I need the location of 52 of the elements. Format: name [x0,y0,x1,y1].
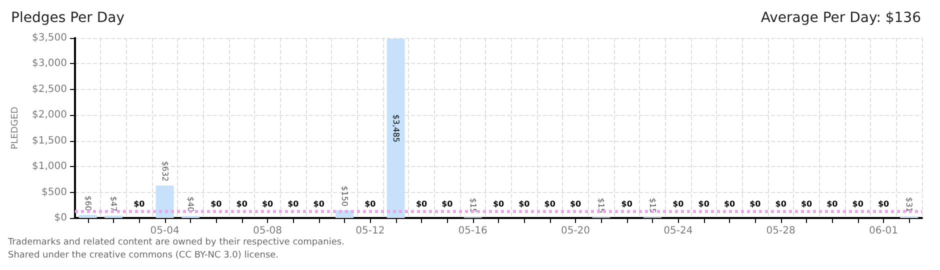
data-label: $0 [364,200,376,208]
data-label: $0 [134,200,146,208]
bar [386,38,405,218]
x-tick-label: 05-16 [458,226,488,236]
y-tick-label: $0 [54,212,67,224]
text: Trademarks and related content are owned by their respective companies. [7,238,344,248]
x-tick-label: 05-08 [252,226,282,236]
data-label: $0 [210,200,222,208]
data-label: $0 [262,200,274,208]
data-label: $0 [288,200,300,208]
data-label: $0 [416,200,428,208]
data-label: $60 [83,196,92,211]
data-label: $0 [826,200,838,208]
chart-title: Pledges Per Day [11,10,124,26]
data-label: $0 [724,200,736,208]
data-label: $0 [492,200,504,208]
x-tick-label: 06-01 [868,226,898,236]
data-label: $0 [878,200,890,208]
data-label: $0 [570,200,582,208]
data-label: $150 [340,186,349,206]
x-tick-label: 05-28 [766,226,796,236]
y-tick-label: $3,500 [32,32,67,44]
data-label: $47 [109,196,118,212]
data-label: $0 [621,200,633,208]
bar [78,214,97,218]
text: Shared under the creative commons (CC BY-NC 3.0) license. [8,250,279,260]
data-label: $0 [544,200,556,208]
y-tick-label: $2,000 [32,110,67,121]
x-tick-label: 05-24 [664,226,693,236]
data-label: $0 [442,200,454,208]
y-tick-label: $500 [42,186,67,198]
data-label: $0 [800,200,812,208]
y-tick-label: $1,000 [32,161,67,172]
bar [156,185,174,218]
data-label: $0 [775,200,787,208]
x-tick-label: 05-12 [356,226,385,236]
data-label: $0 [313,200,325,208]
data-label: $0 [852,200,864,208]
data-label: $0 [698,200,710,208]
data-label: $0 [750,200,762,208]
y-tick-label: $3,000 [32,58,67,70]
data-label: $0 [672,200,684,208]
data-label: $0 [236,200,248,208]
y-tick-label: $1,500 [32,135,67,146]
chart-subtitle: Average Per Day: $136 [760,10,922,26]
y-tick-label: $2,500 [32,84,67,95]
data-label: $3,485 [391,114,400,142]
y-axis-title: PLEDGED [10,106,20,150]
data-label: $0 [518,200,530,208]
x-tick-label: 05-04 [150,226,180,236]
x-tick-label: 05-20 [560,226,590,236]
data-label: $632 [160,161,170,182]
